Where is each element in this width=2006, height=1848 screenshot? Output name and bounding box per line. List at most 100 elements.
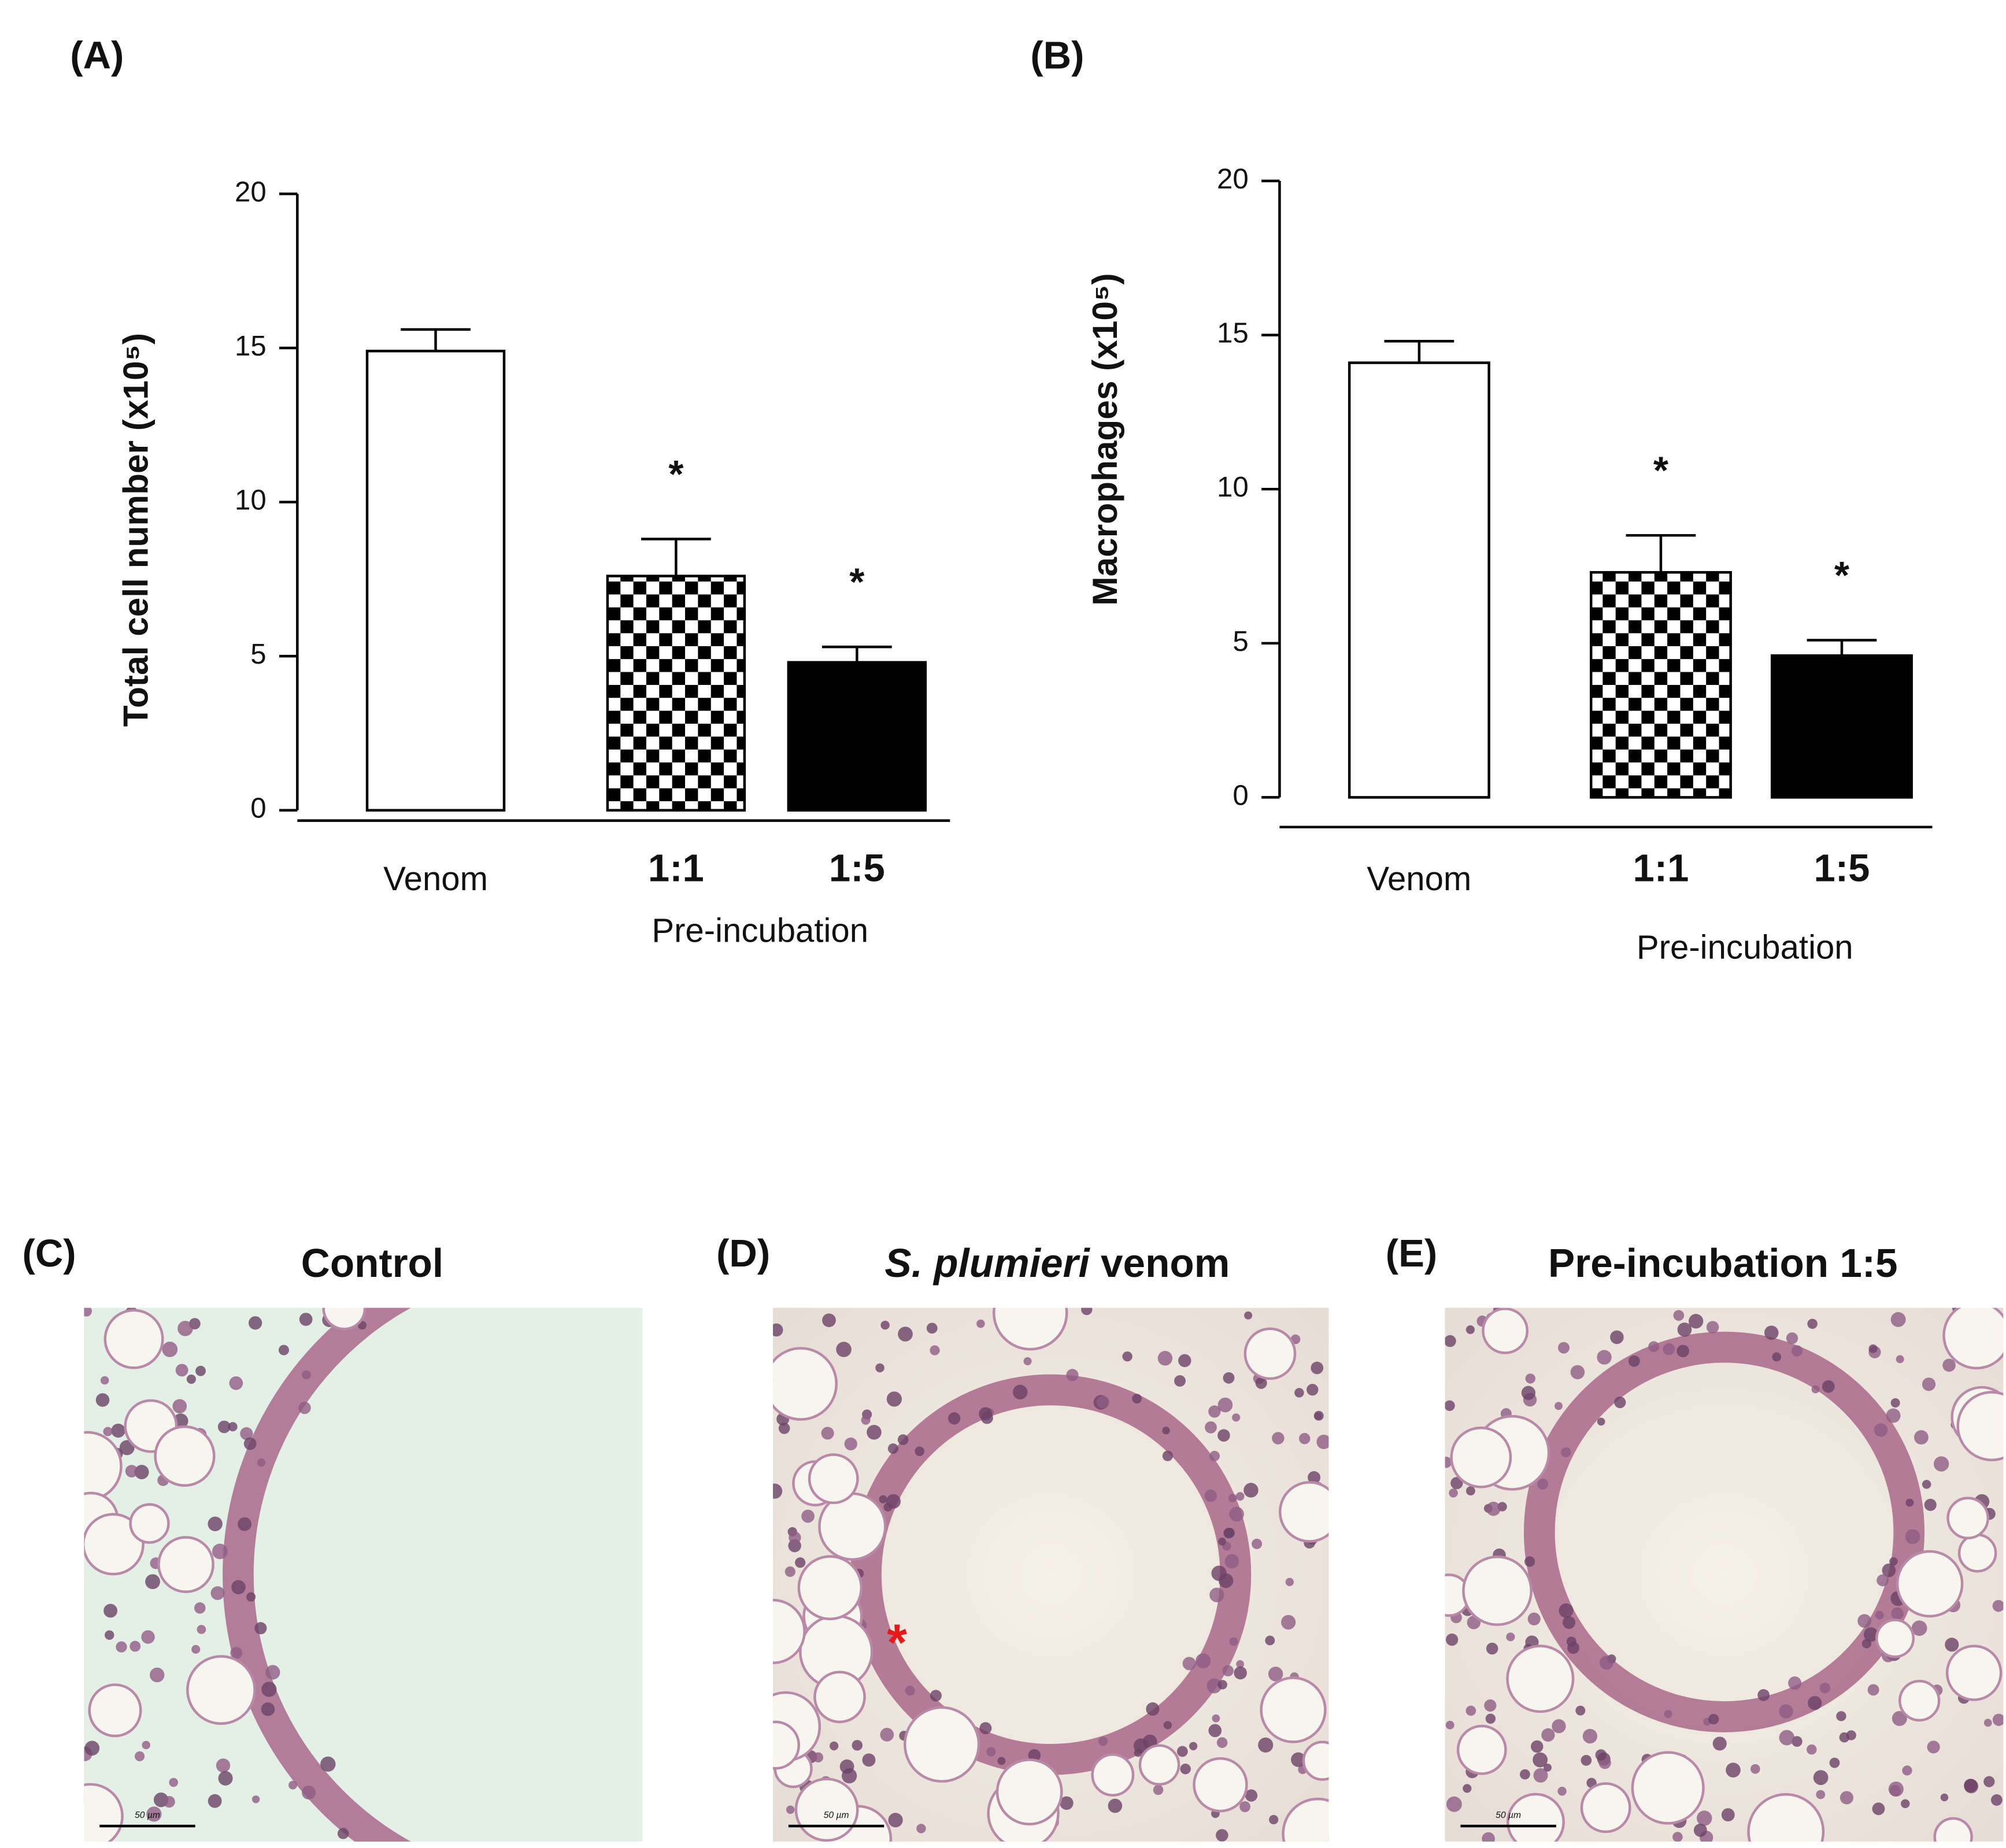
cell (208, 1516, 223, 1531)
cell (261, 1702, 275, 1716)
cell (134, 1465, 149, 1480)
cell (1291, 1752, 1306, 1767)
cell (1575, 1705, 1586, 1716)
cell (129, 1640, 141, 1652)
cell (836, 1342, 852, 1357)
cell (1693, 1823, 1707, 1837)
cell (830, 1741, 839, 1751)
cell (105, 1630, 114, 1640)
cell (813, 1752, 824, 1762)
cell (1216, 1829, 1228, 1842)
cell (1750, 1764, 1760, 1774)
alveolus (1450, 1426, 1512, 1488)
cell (1839, 1732, 1850, 1743)
cell (1163, 1721, 1172, 1730)
cell (1132, 1394, 1142, 1403)
cell (852, 1740, 863, 1751)
cell (1610, 1330, 1624, 1345)
cell (1445, 1720, 1454, 1730)
cell (1176, 1746, 1188, 1757)
cell (1779, 1730, 1795, 1746)
cell (95, 1393, 110, 1407)
cell (822, 1313, 836, 1327)
alveolus (1957, 1533, 1997, 1573)
cell (867, 1425, 882, 1440)
cell (1224, 1527, 1235, 1538)
cell (1239, 1801, 1250, 1812)
cell (1628, 1355, 1640, 1367)
cell (1901, 1799, 1910, 1809)
cell (1808, 1696, 1822, 1710)
y-tick-label: 15 (1217, 317, 1249, 349)
alveolus (794, 1777, 859, 1842)
cell (210, 1586, 225, 1601)
cell (1829, 1757, 1840, 1768)
cell (1217, 1429, 1230, 1442)
cell (103, 1603, 118, 1618)
tissue (84, 1308, 412, 1842)
scale-label: 50 µm (824, 1810, 849, 1820)
cell (1208, 1724, 1222, 1738)
cell (197, 1625, 206, 1634)
cell (844, 1437, 857, 1451)
alveolus (1302, 1740, 1329, 1781)
cell (1308, 1471, 1321, 1484)
cell (1174, 1375, 1186, 1387)
cell (337, 1828, 349, 1839)
cell (1570, 1365, 1585, 1380)
cell (186, 1374, 196, 1384)
cell (177, 1320, 193, 1336)
alveolus (1243, 1327, 1297, 1380)
alveolus (1946, 1497, 1989, 1540)
alveolus (84, 1431, 123, 1502)
cell (278, 1345, 289, 1356)
cell (1648, 1341, 1660, 1353)
cell (801, 1509, 815, 1523)
x-tick-label: Venom (1367, 860, 1471, 898)
cell (1673, 1310, 1685, 1321)
alveolus (773, 1347, 838, 1421)
cell (1527, 1612, 1541, 1625)
cell (208, 1794, 222, 1808)
cell (1552, 1719, 1566, 1734)
cell (1537, 1479, 1549, 1490)
cell (821, 1427, 834, 1440)
alveolus (186, 1655, 256, 1725)
bar (606, 575, 746, 812)
cell (1889, 1557, 1898, 1566)
cell (212, 1543, 228, 1560)
title-text: Control (301, 1240, 443, 1286)
cell (299, 1313, 313, 1326)
significance-marker: * (1653, 449, 1669, 492)
cell (1597, 1417, 1605, 1426)
alveolus (1260, 1676, 1327, 1743)
cell (125, 1465, 138, 1477)
cell (1822, 1380, 1835, 1393)
tissue (773, 1308, 1329, 1842)
cell (1255, 1377, 1267, 1389)
cell (1914, 1430, 1929, 1445)
cell (1217, 1397, 1233, 1413)
y-tick-label: 15 (235, 330, 267, 362)
x-axis-label: Pre-incubation (652, 912, 868, 950)
cell (1983, 1719, 1992, 1727)
cell (916, 1824, 926, 1834)
y-tick-label: 0 (250, 792, 266, 824)
airway-wall (223, 1308, 412, 1842)
cell (1157, 1351, 1173, 1366)
cell (1178, 1354, 1191, 1368)
cell (1520, 1769, 1530, 1780)
cell (880, 1728, 894, 1742)
cell (1153, 1784, 1164, 1795)
significance-marker: * (668, 453, 684, 496)
cell (298, 1401, 311, 1414)
alveolus (1747, 1793, 1825, 1842)
cell (1676, 1345, 1689, 1358)
cell (1911, 1620, 1927, 1636)
cell (231, 1580, 246, 1595)
cell (172, 1399, 187, 1414)
cell (195, 1365, 206, 1376)
cell (1555, 1402, 1563, 1410)
cell (1485, 1713, 1496, 1724)
cell (1465, 1486, 1475, 1496)
